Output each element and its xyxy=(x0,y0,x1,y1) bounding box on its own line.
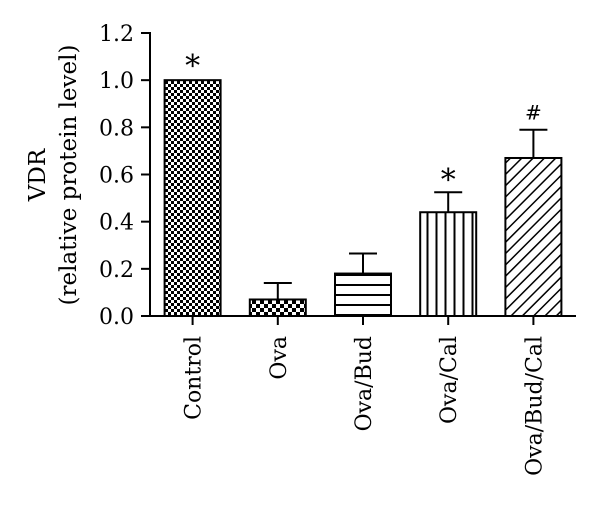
bar-ova-cal xyxy=(419,211,478,318)
x-category-label: Control xyxy=(182,336,207,420)
bars-group: * * # xyxy=(163,49,563,318)
x-category-label: Ova/Bud/Cal xyxy=(522,336,547,476)
x-category-label: Ova xyxy=(267,336,292,380)
significance-marker: # xyxy=(525,101,542,125)
y-tick-label: 0.2 xyxy=(99,258,134,283)
bar-ova xyxy=(248,298,307,318)
y-axis-title-line1: VDR xyxy=(25,148,51,202)
x-axis: Control Ova Ova/Bud Ova/Cal Ova/Bud/Cal xyxy=(150,315,576,476)
y-tick-label: 0.6 xyxy=(99,164,134,189)
bar-control xyxy=(163,79,222,317)
bar-ova-bud-cal xyxy=(504,156,563,317)
x-category-label: Ova/Bud xyxy=(352,336,377,431)
y-tick-label: 0.8 xyxy=(99,116,134,141)
y-tick-label: 0.0 xyxy=(99,305,134,330)
significance-marker: * xyxy=(441,163,456,198)
y-axis-title: VDR (relative protein level) xyxy=(25,45,82,306)
y-tick-label: 0.4 xyxy=(99,211,134,236)
y-tick-label: 1.2 xyxy=(99,22,134,47)
significance-marker: * xyxy=(185,49,200,84)
bar-ova-bud xyxy=(334,272,392,317)
y-axis: 0.0 0.2 0.4 0.6 0.8 1.0 1.2 xyxy=(99,22,151,330)
y-axis-title-line2: (relative protein level) xyxy=(56,45,82,306)
x-category-label: Ova/Cal xyxy=(437,336,462,424)
y-tick-label: 1.0 xyxy=(99,69,134,94)
